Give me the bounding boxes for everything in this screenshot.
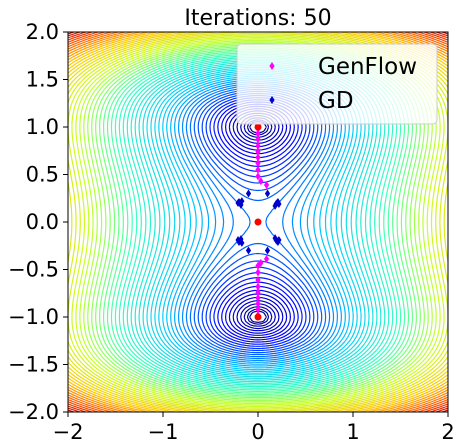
gd-point	[235, 236, 241, 245]
contour-line	[68, 32, 448, 412]
legend-box	[236, 43, 438, 125]
gd-legend-label: GD	[318, 88, 354, 114]
contour-line	[68, 32, 448, 412]
gd-point	[245, 189, 252, 198]
contour-line	[228, 108, 288, 336]
genflow-point	[255, 165, 261, 174]
genflow-point	[255, 153, 261, 162]
gd-point	[276, 199, 282, 208]
y-tick-label: −0.5	[8, 258, 59, 282]
y-axis: 2.0 1.5 1.0 0.5 0.0 −0.5 −1.0 −1.5 −2.0	[8, 20, 68, 424]
minimum-point	[254, 313, 262, 321]
y-tick-label: 1.0	[26, 115, 59, 139]
chart-title: Iterations: 50	[184, 6, 331, 31]
contour-line	[68, 32, 448, 412]
genflow-point	[255, 142, 261, 150]
gd-point	[239, 238, 245, 247]
contour-line	[68, 32, 448, 412]
contour-line	[185, 84, 331, 360]
genflow-point	[263, 255, 270, 264]
contour-line	[181, 83, 335, 361]
legend: GenFlow GD	[236, 43, 438, 125]
genflow-point	[263, 180, 270, 189]
x-tick-label: −2	[53, 420, 84, 444]
x-tick-label: 0	[251, 420, 264, 444]
gd-legend-marker	[269, 96, 275, 104]
y-tick-label: −1.5	[8, 353, 59, 377]
contour-line	[68, 32, 448, 412]
gd-point	[276, 236, 282, 245]
gd-point	[245, 246, 252, 255]
minimum-point	[254, 123, 262, 131]
y-tick-label: −1.0	[8, 305, 59, 329]
contour-line	[68, 32, 448, 412]
contour-line	[122, 56, 394, 388]
contour-line	[118, 55, 398, 389]
contour-line	[68, 32, 448, 412]
y-tick-label: 0.5	[26, 163, 59, 187]
genflow-point	[255, 275, 261, 284]
contour-line	[68, 35, 448, 409]
genflow-point	[258, 258, 264, 267]
gd-point	[264, 189, 271, 198]
contour-line	[197, 90, 319, 354]
y-tick-label: 0.0	[26, 210, 59, 234]
x-axis: −2 −1 0 1 2	[53, 412, 455, 444]
contour-line	[217, 101, 299, 343]
contour-line	[249, 121, 267, 323]
gd-point	[272, 201, 278, 210]
gd-point	[239, 197, 245, 206]
contour-line	[68, 32, 448, 412]
y-tick-label: 2.0	[26, 20, 59, 44]
genflow-point	[255, 282, 261, 291]
contour-line	[150, 68, 366, 376]
genflow-point	[255, 305, 261, 314]
data-points	[235, 123, 282, 321]
x-tick-label: −1	[148, 420, 179, 444]
x-tick-label: 2	[441, 420, 454, 444]
genflow-point	[255, 129, 261, 138]
contour-line	[68, 32, 448, 412]
genflow-point	[255, 172, 261, 181]
genflow-legend-marker	[269, 62, 275, 70]
contour-line	[87, 42, 429, 402]
genflow-point	[255, 288, 261, 297]
contour-line	[95, 45, 421, 399]
genflow-point	[255, 299, 261, 308]
genflow-point	[258, 177, 264, 186]
genflow-point	[255, 159, 261, 168]
contour-line	[174, 79, 342, 365]
genflow-point	[255, 294, 261, 302]
y-tick-label: −2.0	[8, 400, 59, 424]
x-tick-label: 1	[346, 420, 359, 444]
gd-point	[264, 246, 271, 255]
y-tick-label: 1.5	[26, 68, 59, 92]
genflow-point	[255, 135, 261, 144]
gd-point	[272, 234, 278, 243]
genflow-point	[255, 268, 261, 277]
minimum-point	[254, 218, 262, 226]
genflow-legend-label: GenFlow	[318, 54, 417, 80]
contour-line	[83, 41, 433, 403]
contour-line	[79, 39, 437, 405]
genflow-point	[255, 147, 261, 156]
